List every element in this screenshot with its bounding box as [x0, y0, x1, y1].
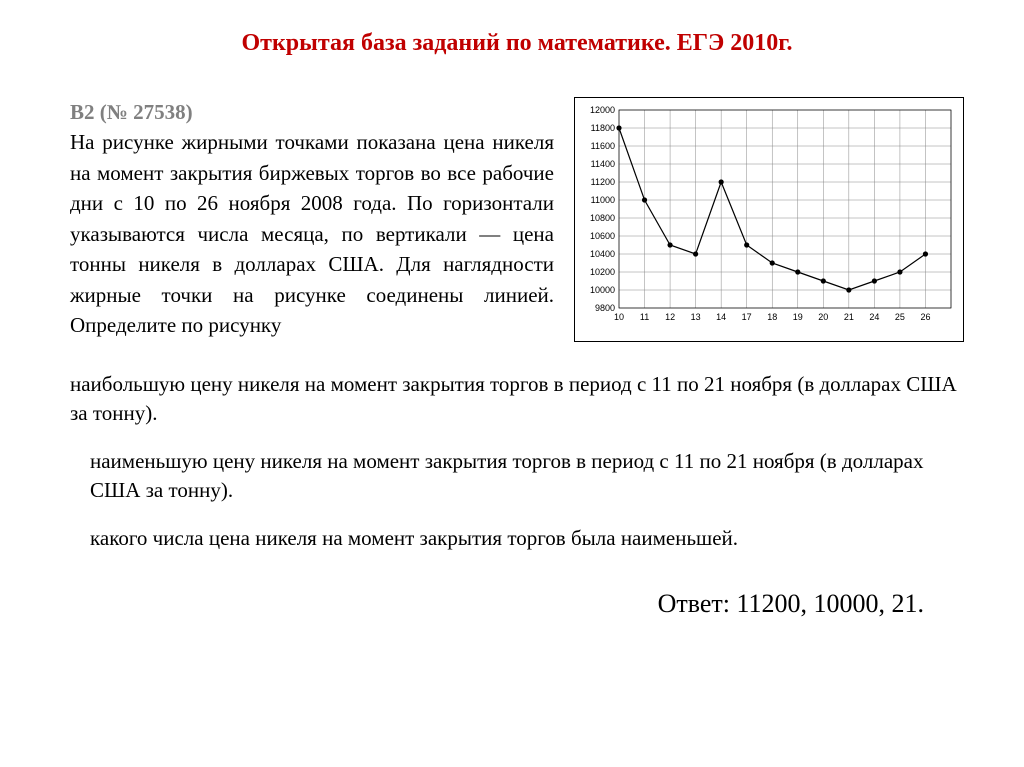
svg-text:10200: 10200 — [590, 267, 615, 277]
svg-text:10: 10 — [614, 312, 624, 322]
svg-text:11: 11 — [640, 312, 649, 322]
svg-text:21: 21 — [844, 312, 854, 322]
problem-text: В2 (№ 27538) На рисунке жирными точками … — [70, 97, 554, 341]
svg-text:11600: 11600 — [591, 141, 615, 151]
svg-text:10600: 10600 — [590, 231, 615, 241]
svg-text:18: 18 — [767, 312, 777, 322]
question-3: какого числа цена никеля на момент закры… — [70, 524, 964, 553]
page-title: Открытая база заданий по математике. ЕГЭ… — [70, 30, 964, 57]
svg-text:25: 25 — [895, 312, 905, 322]
svg-text:13: 13 — [691, 312, 701, 322]
svg-text:17: 17 — [742, 312, 752, 322]
svg-text:12000: 12000 — [590, 105, 615, 115]
svg-text:11400: 11400 — [591, 159, 615, 169]
svg-text:11000: 11000 — [591, 195, 615, 205]
svg-text:19: 19 — [793, 312, 803, 322]
nickel-price-chart: 9800 10000 10200 10400 10600 10800 11000 11200 1… — [577, 102, 957, 332]
svg-text:9800: 9800 — [595, 303, 615, 313]
svg-text:10800: 10800 — [590, 213, 615, 223]
question-2: наименьшую цену никеля на момент закрыти… — [70, 447, 964, 506]
svg-text:11200: 11200 — [591, 177, 615, 187]
svg-text:10000: 10000 — [590, 285, 615, 295]
answer-text: Ответ: 11200, 10000, 21. — [70, 589, 964, 619]
top-block: В2 (№ 27538) На рисунке жирными точками … — [70, 97, 964, 342]
question-1: наибольшую цену никеля на момент закрыти… — [70, 370, 964, 429]
svg-text:26: 26 — [920, 312, 930, 322]
svg-text:20: 20 — [818, 312, 828, 322]
svg-text:14: 14 — [716, 312, 726, 322]
chart-container: 9800 10000 10200 10400 10600 10800 11000 11200 1… — [574, 97, 964, 342]
svg-text:12: 12 — [665, 312, 675, 322]
svg-text:10400: 10400 — [590, 249, 615, 259]
svg-text:24: 24 — [869, 312, 879, 322]
body-text: На рисунке жирными точками показана цена… — [70, 130, 554, 337]
task-id: В2 (№ 27538) — [70, 100, 193, 124]
svg-text:11800: 11800 — [591, 123, 615, 133]
